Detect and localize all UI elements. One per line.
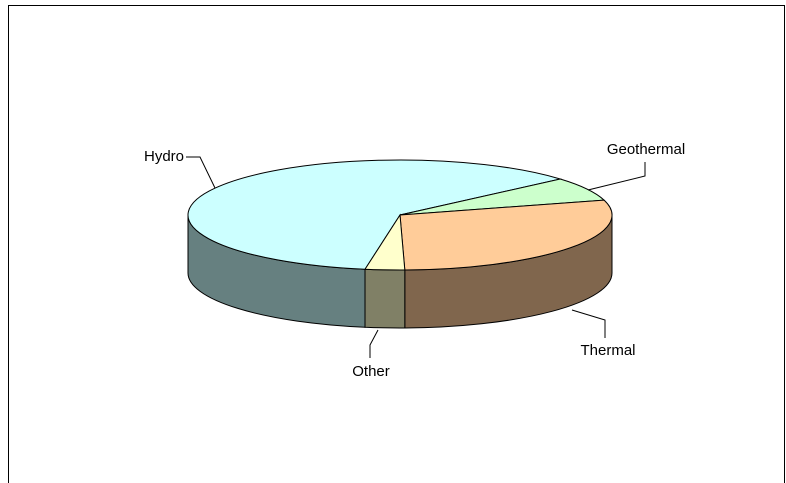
slice-label: Geothermal bbox=[607, 141, 685, 158]
leader-line bbox=[587, 162, 646, 191]
pie bbox=[187, 159, 613, 329]
slice bbox=[399, 199, 613, 271]
leader-line bbox=[186, 156, 216, 189]
slice bbox=[187, 159, 563, 270]
leader-line bbox=[571, 309, 606, 338]
slice-side bbox=[364, 268, 406, 329]
slice-label: Thermal bbox=[580, 342, 635, 359]
chart-frame bbox=[8, 5, 785, 483]
slice bbox=[364, 213, 406, 271]
leader-line bbox=[369, 329, 379, 358]
slice-label: Hydro bbox=[144, 148, 184, 165]
slice-label: Other bbox=[352, 363, 390, 380]
